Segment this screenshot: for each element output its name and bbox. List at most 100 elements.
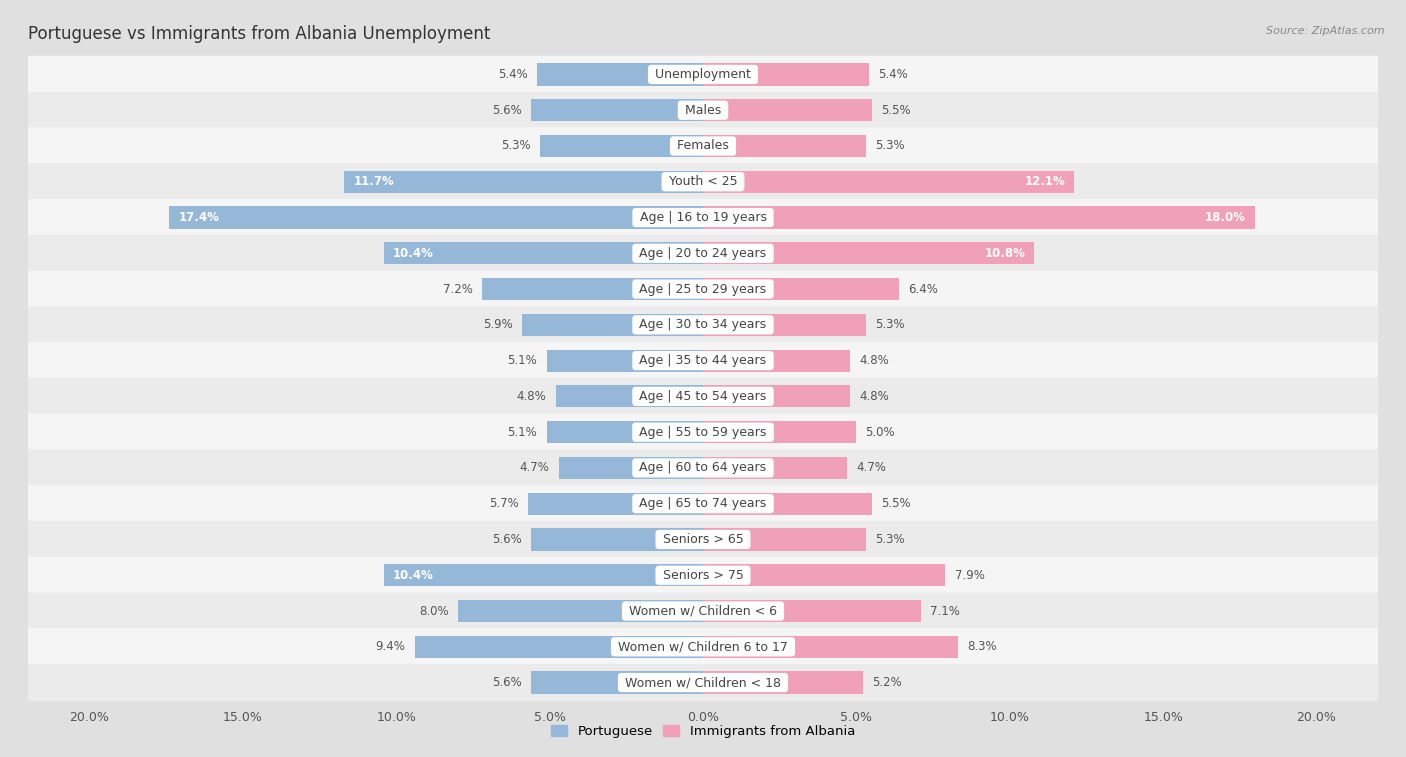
Bar <box>703 170 1074 193</box>
Text: Unemployment: Unemployment <box>651 68 755 81</box>
Bar <box>540 135 703 157</box>
Bar <box>384 564 703 587</box>
Text: 4.8%: 4.8% <box>859 390 889 403</box>
Bar <box>344 170 703 193</box>
Text: 6.4%: 6.4% <box>908 282 938 295</box>
Text: Age | 55 to 59 years: Age | 55 to 59 years <box>636 425 770 438</box>
Text: 8.3%: 8.3% <box>967 640 997 653</box>
FancyBboxPatch shape <box>0 56 1406 93</box>
Bar <box>415 636 703 658</box>
Text: Youth < 25: Youth < 25 <box>665 176 741 188</box>
Text: 5.5%: 5.5% <box>882 497 911 510</box>
Bar <box>169 207 703 229</box>
Text: Women w/ Children < 18: Women w/ Children < 18 <box>621 676 785 689</box>
Text: Women w/ Children < 6: Women w/ Children < 6 <box>626 605 780 618</box>
Text: 7.1%: 7.1% <box>929 605 960 618</box>
Text: 5.3%: 5.3% <box>875 139 904 152</box>
Bar <box>703 636 957 658</box>
FancyBboxPatch shape <box>0 127 1406 164</box>
Bar <box>703 385 851 407</box>
Text: 5.2%: 5.2% <box>872 676 901 689</box>
FancyBboxPatch shape <box>0 628 1406 665</box>
FancyBboxPatch shape <box>0 342 1406 379</box>
Bar <box>558 456 703 479</box>
Bar <box>384 242 703 264</box>
Bar <box>703 278 900 301</box>
Bar <box>703 207 1256 229</box>
Text: Women w/ Children 6 to 17: Women w/ Children 6 to 17 <box>614 640 792 653</box>
Text: 5.3%: 5.3% <box>875 319 904 332</box>
Bar <box>703 350 851 372</box>
Text: 4.8%: 4.8% <box>517 390 547 403</box>
Text: 5.3%: 5.3% <box>875 533 904 546</box>
Text: Age | 16 to 19 years: Age | 16 to 19 years <box>636 211 770 224</box>
Bar <box>703 671 862 693</box>
FancyBboxPatch shape <box>0 270 1406 307</box>
Bar <box>531 528 703 550</box>
Bar <box>703 528 866 550</box>
Text: 5.4%: 5.4% <box>498 68 529 81</box>
Text: 5.9%: 5.9% <box>484 319 513 332</box>
Text: 5.0%: 5.0% <box>866 425 896 438</box>
Bar <box>522 313 703 336</box>
FancyBboxPatch shape <box>0 378 1406 415</box>
Text: 12.1%: 12.1% <box>1024 176 1064 188</box>
Text: 5.4%: 5.4% <box>877 68 908 81</box>
Text: 9.4%: 9.4% <box>375 640 405 653</box>
Text: 11.7%: 11.7% <box>353 176 394 188</box>
Text: 10.4%: 10.4% <box>394 247 434 260</box>
FancyBboxPatch shape <box>0 92 1406 129</box>
Text: 18.0%: 18.0% <box>1205 211 1246 224</box>
Bar <box>529 493 703 515</box>
Bar <box>703 493 872 515</box>
Text: 10.8%: 10.8% <box>984 247 1025 260</box>
FancyBboxPatch shape <box>0 235 1406 272</box>
FancyBboxPatch shape <box>0 556 1406 593</box>
Bar <box>703 99 872 121</box>
Text: Seniors > 65: Seniors > 65 <box>658 533 748 546</box>
Text: 5.6%: 5.6% <box>492 533 522 546</box>
Text: 7.2%: 7.2% <box>443 282 472 295</box>
Bar <box>703 600 921 622</box>
FancyBboxPatch shape <box>0 485 1406 522</box>
FancyBboxPatch shape <box>0 450 1406 487</box>
Text: 8.0%: 8.0% <box>419 605 449 618</box>
Bar <box>703 242 1035 264</box>
Bar <box>703 421 856 444</box>
FancyBboxPatch shape <box>0 521 1406 558</box>
Bar <box>555 385 703 407</box>
Text: Age | 60 to 64 years: Age | 60 to 64 years <box>636 462 770 475</box>
Text: 10.4%: 10.4% <box>394 569 434 581</box>
Bar <box>531 99 703 121</box>
Bar <box>537 64 703 86</box>
Text: Age | 35 to 44 years: Age | 35 to 44 years <box>636 354 770 367</box>
Text: Portuguese vs Immigrants from Albania Unemployment: Portuguese vs Immigrants from Albania Un… <box>28 25 491 43</box>
Text: 5.1%: 5.1% <box>508 425 537 438</box>
Text: Age | 45 to 54 years: Age | 45 to 54 years <box>636 390 770 403</box>
FancyBboxPatch shape <box>0 664 1406 701</box>
Bar <box>531 671 703 693</box>
Text: 5.6%: 5.6% <box>492 676 522 689</box>
Text: 7.9%: 7.9% <box>955 569 984 581</box>
Bar <box>547 421 703 444</box>
Bar <box>457 600 703 622</box>
Text: Males: Males <box>681 104 725 117</box>
Text: 4.7%: 4.7% <box>520 462 550 475</box>
Bar <box>703 456 848 479</box>
Text: Age | 30 to 34 years: Age | 30 to 34 years <box>636 319 770 332</box>
Text: Age | 25 to 29 years: Age | 25 to 29 years <box>636 282 770 295</box>
Bar <box>703 135 866 157</box>
Text: Seniors > 75: Seniors > 75 <box>658 569 748 581</box>
Text: 5.6%: 5.6% <box>492 104 522 117</box>
Text: Age | 20 to 24 years: Age | 20 to 24 years <box>636 247 770 260</box>
Text: 4.8%: 4.8% <box>859 354 889 367</box>
Bar <box>703 564 945 587</box>
Bar <box>703 64 869 86</box>
Bar <box>482 278 703 301</box>
FancyBboxPatch shape <box>0 199 1406 236</box>
Text: 5.3%: 5.3% <box>502 139 531 152</box>
Text: 4.7%: 4.7% <box>856 462 886 475</box>
FancyBboxPatch shape <box>0 413 1406 450</box>
Text: 5.5%: 5.5% <box>882 104 911 117</box>
Text: Age | 65 to 74 years: Age | 65 to 74 years <box>636 497 770 510</box>
